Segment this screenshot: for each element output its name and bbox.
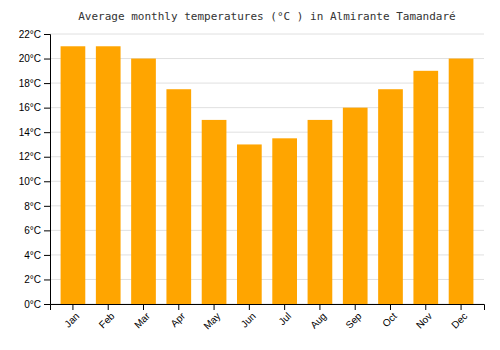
y-tick: 4°C [24, 250, 50, 261]
x-tick-label: Apr [168, 310, 187, 329]
y-tick: 2°C [24, 274, 50, 285]
bar [202, 120, 227, 304]
y-tick-label: 10°C [19, 176, 41, 187]
x-tick-mark [425, 304, 426, 310]
x-tick-label: Mar [132, 310, 152, 330]
y-tick: 10°C [19, 176, 50, 187]
x-tick: Jul [276, 304, 293, 327]
x-tick: Jun [239, 304, 258, 330]
y-tick: 0°C [24, 299, 50, 310]
y-tick-mark [44, 59, 50, 60]
y-tick-mark [44, 181, 50, 182]
x-tick: Aug [308, 304, 328, 331]
x-tick-mark [284, 304, 285, 310]
y-tick-mark [44, 304, 50, 305]
bars [61, 46, 474, 304]
bar [237, 144, 262, 304]
x-tick-label: Oct [380, 310, 399, 329]
x-tick-mark [461, 304, 462, 310]
y-tick: 8°C [24, 201, 50, 212]
x-tick-mark [108, 304, 109, 310]
y-tick-mark [44, 108, 50, 109]
y-tick: 18°C [19, 78, 50, 89]
x-tick-label: Feb [97, 310, 117, 330]
y-tick-label: 6°C [24, 225, 41, 236]
y-tick-mark [44, 83, 50, 84]
x-axis-line [51, 305, 485, 311]
x-tick-label: Jun [239, 310, 258, 329]
y-tick-label: 0°C [24, 299, 41, 310]
y-axis: 0°C 2°C 4°C 6°C 8°C 10°C 12°C 14°C 16°C 18°C 20°C 2… [19, 29, 51, 310]
y-tick-mark [44, 206, 50, 207]
y-tick: 14°C [19, 127, 50, 138]
y-tick-mark [44, 157, 50, 158]
x-tick: Apr [168, 304, 187, 329]
x-tick-mark [390, 304, 391, 310]
x-tick: Jan [62, 304, 81, 330]
x-tick: May [201, 304, 222, 332]
bar [131, 59, 156, 304]
y-tick-label: 8°C [24, 201, 41, 212]
x-tick: Dec [449, 304, 469, 331]
bar [272, 138, 297, 304]
bar [61, 46, 86, 304]
bar [343, 108, 368, 304]
x-tick: Sep [343, 304, 364, 331]
x-tick: Oct [380, 304, 399, 329]
x-tick: Mar [132, 304, 152, 330]
x-tick-label: Jan [62, 310, 81, 329]
x-tick-mark [214, 304, 215, 310]
y-tick-mark [44, 132, 50, 133]
x-tick-label: Jul [276, 310, 293, 327]
x-tick: Feb [97, 304, 117, 330]
chart: 0°C 2°C 4°C 6°C 8°C 10°C 12°C 14°C 16°C 18°C 20°C 2… [0, 0, 500, 350]
x-tick-mark [178, 304, 179, 310]
y-tick-mark [44, 230, 50, 231]
y-tick-label: 20°C [19, 53, 41, 64]
y-tick-label: 14°C [19, 127, 41, 138]
bar [413, 71, 438, 304]
bar [449, 59, 474, 304]
y-tick-label: 22°C [19, 29, 41, 40]
bar [308, 120, 333, 304]
y-axis-line [44, 35, 51, 305]
grid [50, 34, 484, 304]
x-tick-mark [355, 304, 356, 310]
y-tick-label: 18°C [19, 78, 41, 89]
plot: 0°C 2°C 4°C 6°C 8°C 10°C 12°C 14°C 16°C 18°C 20°C 2… [19, 29, 485, 332]
y-tick-mark [44, 34, 50, 35]
grid-line [50, 34, 484, 35]
y-tick: 16°C [19, 102, 50, 113]
x-tick-label: Dec [449, 310, 469, 330]
x-tick-mark [249, 304, 250, 310]
y-tick-label: 12°C [19, 151, 41, 162]
bar [378, 89, 403, 304]
title: Average monthly temperatures (°C ) in Al… [78, 10, 456, 23]
y-tick-label: 16°C [19, 102, 41, 113]
x-tick: Nov [414, 304, 434, 331]
x-axis: Jan Feb Mar Apr May Jun Jul Aug Sep Oct Nov Dec [51, 304, 485, 332]
y-tick-mark [44, 279, 50, 280]
x-tick-mark [72, 304, 73, 310]
x-tick-mark [143, 304, 144, 310]
y-tick-label: 4°C [24, 250, 41, 261]
x-tick-label: May [201, 310, 222, 331]
y-tick: 22°C [19, 29, 50, 40]
bar [166, 89, 191, 304]
x-tick-label: Sep [343, 310, 364, 331]
bar [96, 46, 121, 304]
x-tick-label: Nov [414, 310, 434, 330]
y-tick: 12°C [19, 151, 50, 162]
y-tick: 20°C [19, 53, 50, 64]
y-tick-mark [44, 255, 50, 256]
x-tick-label: Aug [308, 310, 328, 330]
x-tick-mark [319, 304, 320, 310]
y-tick-label: 2°C [24, 274, 41, 285]
y-tick: 6°C [24, 225, 50, 236]
